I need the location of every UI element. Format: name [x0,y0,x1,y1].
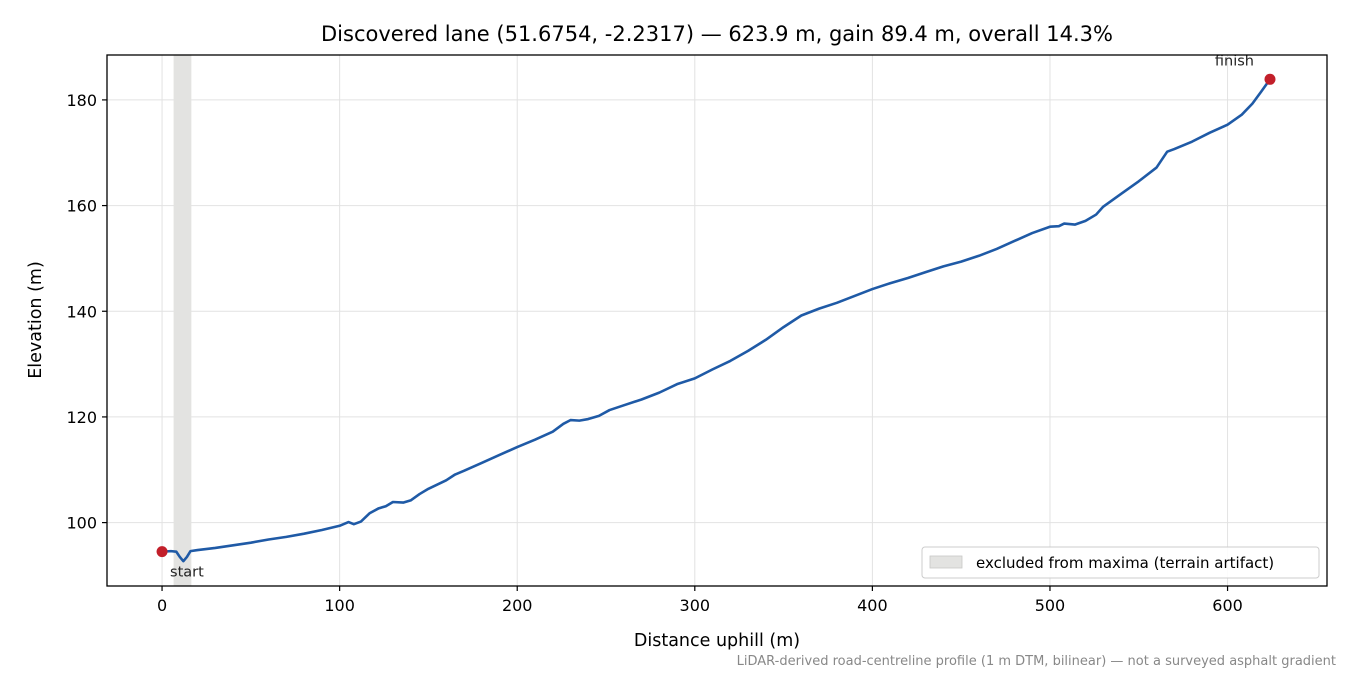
legend-label-excluded: excluded from maxima (terrain artifact) [976,554,1274,572]
y-tick-label: 140 [66,302,97,321]
x-tick-label: 100 [324,596,355,615]
x-tick-label: 0 [157,596,167,615]
annotation-finish: finish [1215,53,1254,69]
x-tick-label: 600 [1212,596,1243,615]
legend-box [921,546,1320,579]
chart-title: Discovered lane (51.6754, -2.2317) — 623… [321,22,1113,46]
y-axis-ticks: 100 120 140 160 180 [66,91,107,533]
x-tick-label: 500 [1035,596,1066,615]
x-tick-label: 400 [857,596,888,615]
series-layer [160,78,1272,563]
legend-swatch-excluded [929,555,963,569]
plot-area [107,55,1327,586]
marker-start [156,546,168,558]
x-axis-ticks: 0 100 200 300 400 500 600 [157,586,1243,615]
excluded-band [173,55,192,586]
footnote: LiDAR-derived road-centreline profile (1… [737,654,1336,669]
marker-layer: start finish [156,53,1276,581]
y-tick-label: 160 [66,197,97,216]
elevation-line [160,78,1272,563]
y-axis-label: Elevation (m) [26,261,46,379]
y-tick-label: 100 [66,514,97,533]
x-axis-label: Distance uphill (m) [634,631,800,651]
x-tick-label: 200 [502,596,533,615]
grid-lines [107,55,1327,586]
y-tick-label: 120 [66,408,97,427]
plot-frame [106,54,1328,587]
excluded-band-layer [173,55,192,586]
y-tick-label: 180 [66,91,97,110]
legend: excluded from maxima (terrain artifact) [921,546,1320,579]
annotation-start: start [170,565,204,581]
marker-finish [1264,73,1276,85]
x-tick-label: 300 [680,596,711,615]
